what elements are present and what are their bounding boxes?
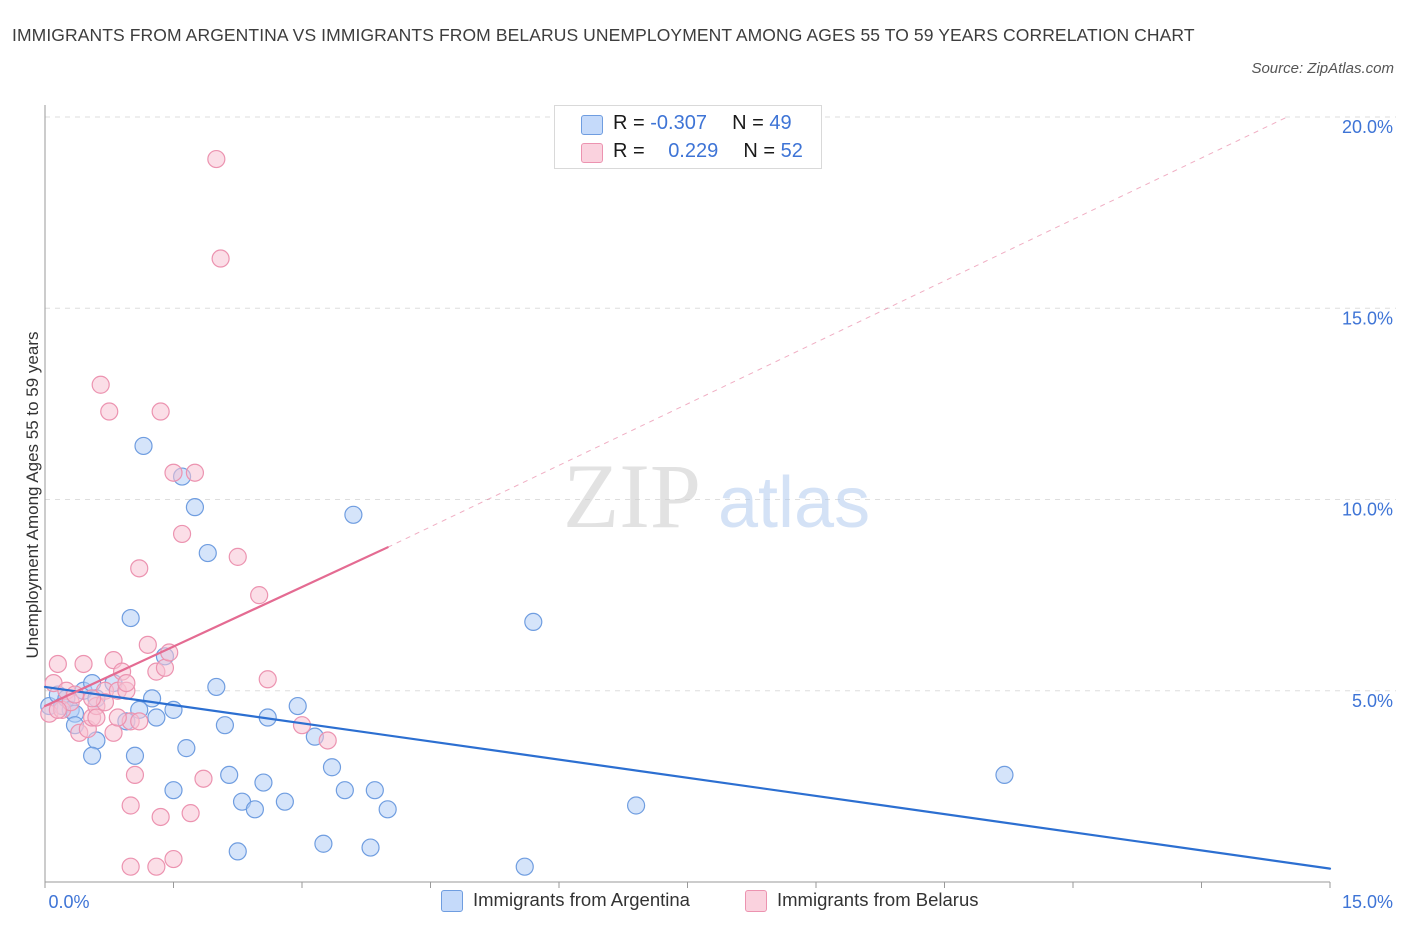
- point-belarus: [121, 857, 140, 876]
- watermark: ZIP atlas: [563, 445, 870, 547]
- point-argentina: [275, 792, 294, 811]
- point-belarus: [164, 849, 183, 869]
- correlation-legend: R = -0.307 N = 49 R = 0.229 N = 52: [554, 105, 822, 169]
- y-tick-label: 10.0%: [1342, 500, 1393, 520]
- grid-layer: [45, 116, 1396, 692]
- legend-swatch-belarus: [581, 143, 603, 163]
- point-argentina: [215, 716, 234, 735]
- point-belarus: [228, 547, 247, 566]
- x-tick-label: 15.0%: [1342, 892, 1393, 912]
- point-argentina: [378, 800, 397, 819]
- point-argentina: [164, 781, 183, 800]
- point-argentina: [314, 834, 333, 853]
- point-argentina: [515, 857, 534, 876]
- point-argentina: [245, 800, 264, 819]
- legend-n-label-belarus: N =: [743, 140, 776, 162]
- legend-r-label-argentina: R =: [613, 112, 645, 134]
- point-belarus: [130, 559, 149, 578]
- point-belarus: [151, 807, 170, 827]
- point-argentina: [142, 689, 162, 708]
- point-belarus: [181, 804, 200, 823]
- point-argentina: [198, 543, 217, 563]
- legend-r-label-belarus: R =: [613, 140, 645, 162]
- trendline-belarus-extension: [387, 116, 1288, 548]
- y-tick-label: 20.0%: [1342, 117, 1393, 137]
- y-tick-label: 15.0%: [1342, 308, 1393, 328]
- bottom-legend-swatch-argentina: [441, 890, 463, 912]
- point-argentina: [125, 746, 145, 765]
- legend-r-value-belarus: 0.229: [668, 140, 719, 162]
- points-layer: [40, 149, 1014, 876]
- bottom-legend-swatch-belarus: [745, 890, 767, 912]
- source-label: Source: ZipAtlas.com: [1251, 60, 1394, 77]
- legend-swatch-argentina: [581, 115, 603, 135]
- point-belarus: [250, 586, 269, 605]
- point-belarus: [74, 654, 93, 674]
- point-argentina: [365, 781, 384, 800]
- point-belarus: [258, 670, 277, 689]
- point-belarus: [318, 731, 337, 750]
- point-belarus: [121, 796, 140, 815]
- legend-n-value-belarus: 52: [780, 140, 803, 162]
- point-argentina: [147, 708, 166, 727]
- point-belarus: [172, 524, 192, 544]
- point-argentina: [524, 612, 543, 632]
- point-belarus: [108, 708, 127, 727]
- trendline-argentina: [43, 685, 1332, 870]
- point-belarus: [100, 402, 119, 421]
- point-belarus: [125, 765, 145, 785]
- point-argentina: [288, 696, 307, 716]
- point-argentina: [185, 498, 205, 517]
- legend-n-value-argentina: 49: [769, 112, 792, 134]
- trend-layer: [43, 116, 1332, 870]
- x-tick-label: 0.0%: [48, 892, 89, 912]
- watermark-zip: ZIP: [563, 445, 701, 547]
- point-belarus: [87, 708, 106, 727]
- point-argentina: [344, 505, 363, 524]
- bottom-legend-label-belarus: Immigrants from Belarus: [777, 889, 979, 910]
- point-belarus: [185, 463, 205, 482]
- point-belarus: [117, 673, 136, 693]
- point-belarus: [104, 723, 123, 742]
- legend-r-value-argentina: -0.307: [650, 112, 707, 134]
- y-tick-label: 5.0%: [1352, 691, 1393, 711]
- axes-layer: [44, 105, 1331, 888]
- point-belarus: [138, 635, 157, 654]
- point-argentina: [177, 739, 196, 758]
- point-argentina: [220, 765, 239, 785]
- point-belarus: [194, 769, 213, 788]
- point-belarus: [130, 712, 149, 731]
- legend-n-label-argentina: N =: [732, 112, 764, 134]
- chart-title: IMMIGRANTS FROM ARGENTINA VS IMMIGRANTS …: [12, 25, 1195, 45]
- watermark-atlas: atlas: [718, 463, 870, 543]
- point-belarus: [151, 402, 170, 421]
- point-argentina: [335, 781, 354, 800]
- point-argentina: [228, 842, 247, 861]
- point-argentina: [207, 677, 226, 697]
- point-belarus: [207, 149, 226, 169]
- tick-labels: 5.0% 10.0% 15.0% 20.0% 0.0% 15.0%: [48, 117, 1393, 912]
- point-argentina: [121, 608, 140, 628]
- point-argentina: [254, 773, 273, 792]
- bottom-legend-label-argentina: Immigrants from Argentina: [473, 889, 690, 910]
- point-argentina: [83, 746, 102, 765]
- point-argentina: [134, 436, 153, 456]
- trendline-belarus: [43, 546, 389, 708]
- point-argentina: [322, 758, 342, 777]
- point-argentina: [361, 838, 380, 857]
- point-belarus: [91, 375, 110, 394]
- point-argentina: [626, 796, 646, 815]
- point-argentina: [995, 765, 1014, 785]
- point-belarus: [211, 249, 230, 268]
- point-belarus: [48, 700, 67, 719]
- point-belarus: [164, 463, 183, 482]
- point-belarus: [155, 658, 175, 677]
- point-belarus: [147, 857, 166, 876]
- point-belarus: [48, 654, 67, 674]
